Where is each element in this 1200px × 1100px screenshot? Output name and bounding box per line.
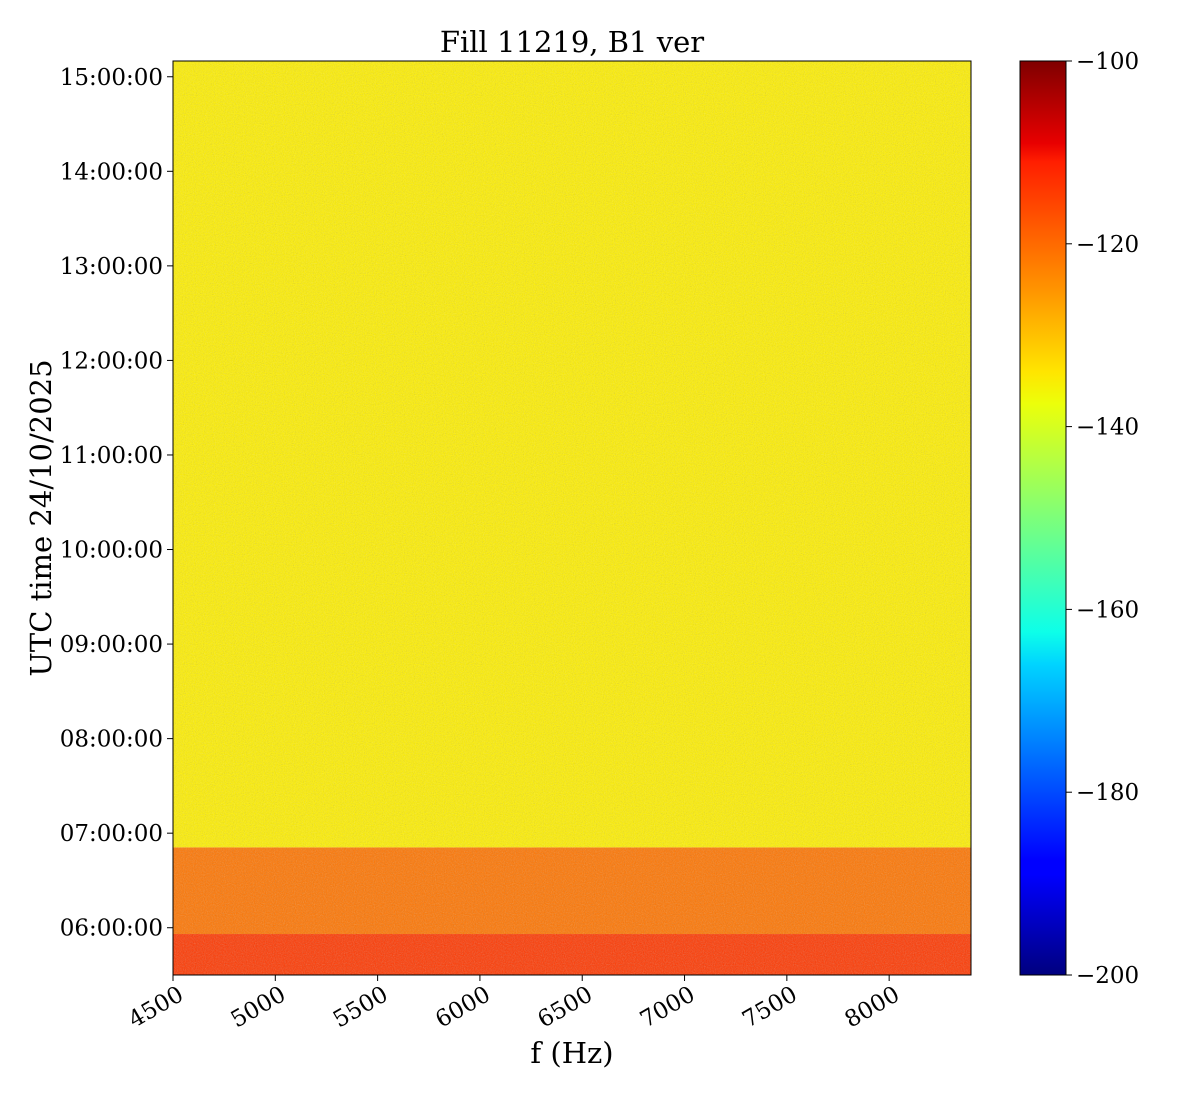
x-tick-label: 5500 <box>329 982 393 1034</box>
colorbar-tick-label: −140 <box>1076 415 1139 441</box>
x-tick-label: 8000 <box>840 982 904 1034</box>
x-tick-label: 7500 <box>738 982 802 1034</box>
colorbar <box>1019 60 1067 976</box>
y-tick-label: 12:00:00 <box>60 348 163 374</box>
plot-frame <box>172 60 972 976</box>
y-tick-label: 14:00:00 <box>60 159 163 185</box>
x-axis: 4500 5000 5500 6000 6500 7000 7500 8000 <box>124 975 904 1033</box>
heatmap-texture <box>173 934 971 975</box>
heatmap-texture <box>173 847 971 935</box>
colorbar-axis: −100 −120 −140 −160 −180 −200 <box>1066 49 1139 989</box>
x-tick-label: 6500 <box>534 982 598 1034</box>
colorbar-tick-label: −100 <box>1076 49 1139 75</box>
y-tick-label: 13:00:00 <box>60 254 163 280</box>
colorbar-tick-label: −200 <box>1076 963 1139 989</box>
x-tick-label: 6000 <box>431 982 495 1034</box>
colorbar-tick-label: −180 <box>1076 780 1139 806</box>
x-tick-label: 5000 <box>227 982 291 1034</box>
y-tick-label: 11:00:00 <box>60 443 163 469</box>
x-axis-label: f (Hz) <box>530 1036 613 1070</box>
x-tick-label: 7000 <box>636 982 700 1034</box>
y-axis: 06:00:00 07:00:00 08:00:00 09:00:00 10:00:00… <box>60 65 173 942</box>
heatmap-texture <box>173 61 971 848</box>
plot-area <box>173 61 971 975</box>
colorbar-tick-label: −120 <box>1076 232 1139 258</box>
y-axis-label: UTC time 24/10/2025 <box>24 359 58 676</box>
y-tick-label: 07:00:00 <box>60 821 163 847</box>
y-tick-label: 15:00:00 <box>60 65 163 91</box>
y-tick-label: 09:00:00 <box>60 632 163 658</box>
y-tick-label: 06:00:00 <box>60 916 163 942</box>
chart-title: Fill 11219, B1 ver <box>440 25 704 59</box>
x-tick-label: 4500 <box>124 982 188 1034</box>
colorbar-gradient <box>1019 60 1067 976</box>
y-tick-label: 10:00:00 <box>60 538 163 564</box>
y-tick-label: 08:00:00 <box>60 727 163 753</box>
colorbar-tick-label: −160 <box>1076 597 1139 623</box>
